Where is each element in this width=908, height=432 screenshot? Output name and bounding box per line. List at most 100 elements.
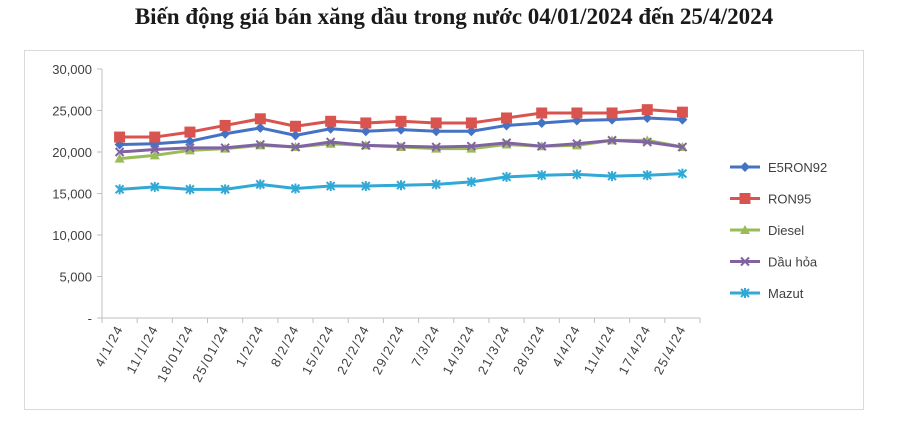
x-tick-label: 8/2/24 <box>268 322 302 369</box>
data-point <box>536 107 548 119</box>
data-point <box>395 115 407 127</box>
y-tick-label: 20,000 <box>52 145 92 160</box>
x-tick-label: 1/2/24 <box>232 322 266 369</box>
data-point <box>255 122 266 133</box>
data-point <box>290 142 301 152</box>
x-tick-label: 25/4/24 <box>651 322 690 377</box>
data-point <box>149 150 160 160</box>
legend-label: RON95 <box>768 192 811 207</box>
data-point <box>501 112 513 124</box>
data-point <box>220 128 231 139</box>
series-group <box>114 104 688 195</box>
data-point <box>431 179 441 190</box>
y-tick-label: 5,000 <box>59 270 92 285</box>
legend-marker <box>740 162 750 172</box>
data-point <box>255 139 266 150</box>
data-point <box>114 153 125 163</box>
legend-label: E5RON92 <box>768 160 827 175</box>
data-point <box>607 135 617 146</box>
data-point <box>185 143 195 153</box>
data-point <box>325 137 336 147</box>
data-point <box>185 184 195 195</box>
data-point <box>114 131 126 143</box>
data-point <box>536 117 547 128</box>
data-point <box>220 184 230 195</box>
data-point <box>184 136 195 147</box>
series-ron95 <box>114 104 688 143</box>
data-point <box>114 184 125 195</box>
data-point <box>396 180 406 191</box>
y-tick-label: 15,000 <box>52 187 92 202</box>
legend-marker <box>740 225 750 234</box>
legend-item: Dầu hỏa <box>730 255 818 270</box>
series-mazut <box>114 168 688 195</box>
legend-label: Diesel <box>768 223 804 238</box>
x-tick-label: 22/2/24 <box>334 322 373 377</box>
legend-marker <box>740 256 750 267</box>
y-tick-label: 25,000 <box>52 104 92 119</box>
data-point <box>572 138 582 149</box>
data-point <box>219 119 231 131</box>
data-point <box>396 141 406 151</box>
data-point <box>466 126 477 137</box>
data-point <box>289 120 301 132</box>
x-tick-label: 17/4/24 <box>615 322 654 377</box>
data-point <box>396 124 406 135</box>
x-tick-label: 28/3/24 <box>510 322 549 377</box>
data-point <box>572 169 582 180</box>
legend-item: Mazut <box>730 286 804 301</box>
data-point <box>220 143 230 153</box>
data-point <box>466 141 477 151</box>
data-point <box>430 117 442 129</box>
data-point <box>149 131 161 143</box>
data-point <box>677 168 688 179</box>
data-point <box>361 181 371 192</box>
data-point <box>361 140 371 151</box>
data-point <box>325 181 336 192</box>
chart-frame <box>24 50 864 410</box>
data-point <box>431 126 442 137</box>
x-tick-label: 15/2/24 <box>299 322 338 377</box>
data-point <box>607 171 617 182</box>
y-tick-label: - <box>88 311 92 326</box>
data-point <box>676 106 688 118</box>
x-tick-label: 25/01/24 <box>189 322 232 384</box>
chart-title: Biến động giá bán xăng dầu trong nước 04… <box>134 4 774 29</box>
data-point <box>466 143 477 153</box>
data-point <box>184 145 195 155</box>
x-tick-label: 21/3/24 <box>475 322 514 377</box>
legend-item: Diesel <box>730 223 804 238</box>
legend: E5RON92 RON95 Diesel Dầu hỏa Mazut <box>730 160 827 301</box>
data-point <box>360 117 372 129</box>
y-axis: - 5,000 10,000 15,000 20,000 25,000 30,000 <box>52 62 103 326</box>
data-point <box>641 104 653 116</box>
data-point <box>325 115 337 127</box>
data-point <box>501 171 512 182</box>
x-tick-label: 11/4/24 <box>581 322 619 376</box>
series-d-u-h-a <box>114 135 688 157</box>
legend-marker <box>740 288 750 298</box>
legend-item: E5RON92 <box>730 160 827 175</box>
x-tick-label: 14/3/24 <box>439 322 478 377</box>
data-point <box>642 137 652 147</box>
x-tick-label: 29/2/24 <box>369 322 408 377</box>
data-point <box>606 107 618 119</box>
data-point <box>150 144 160 155</box>
data-point <box>255 179 266 190</box>
data-point <box>114 147 125 157</box>
data-point <box>677 142 688 152</box>
data-point <box>360 126 371 137</box>
legend-label: Dầu hỏa <box>768 255 818 270</box>
legend-marker <box>739 193 751 204</box>
x-tick-label: 4/1/24 <box>92 322 126 369</box>
y-tick-label: 30,000 <box>52 62 92 77</box>
data-point <box>290 130 301 141</box>
data-point <box>571 107 583 119</box>
y-tick-label: 10,000 <box>52 228 92 243</box>
data-point <box>254 113 266 125</box>
data-point <box>536 170 547 181</box>
x-tick-label: 11/1/24 <box>123 322 161 376</box>
x-tick-label: 4/4/24 <box>549 322 583 369</box>
